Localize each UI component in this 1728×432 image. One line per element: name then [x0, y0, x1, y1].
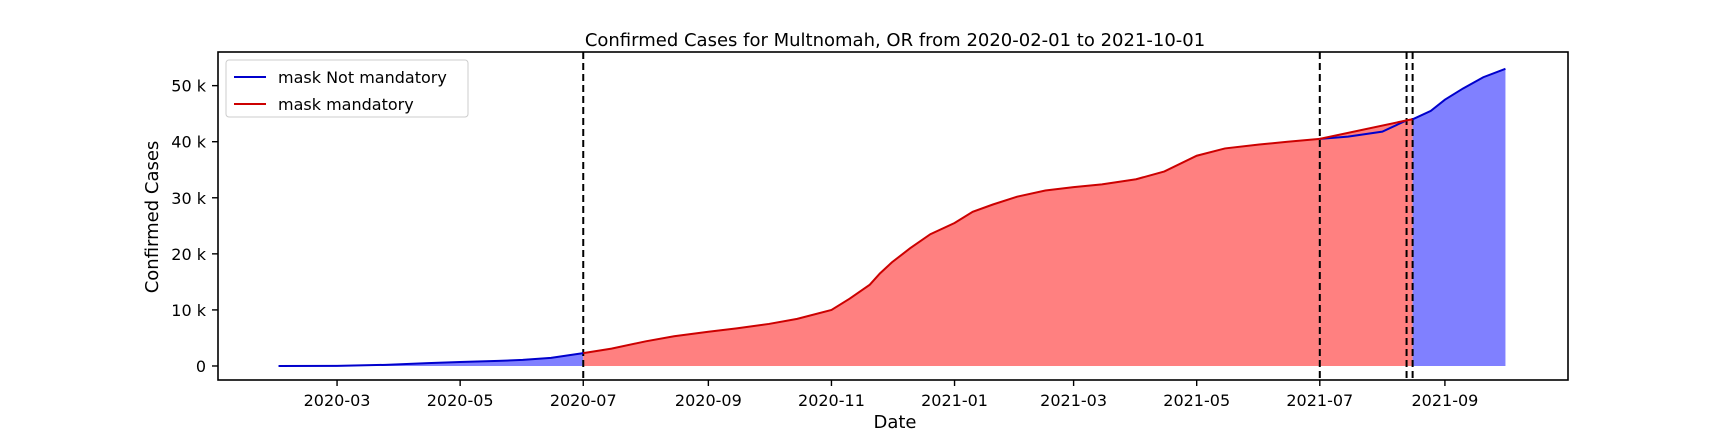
x-tick-label-1: 2020-05	[427, 391, 494, 410]
x-tick-label-7: 2021-05	[1163, 391, 1230, 410]
y-tick-label-3: 30 k	[171, 189, 206, 208]
area-fill-4	[1412, 68, 1506, 366]
y-tick-label-4: 40 k	[171, 133, 206, 152]
x-tick-label-4: 2020-11	[798, 391, 865, 410]
y-tick-label-5: 50 k	[171, 77, 206, 96]
x-tick-label-5: 2021-01	[921, 391, 988, 410]
area-fills	[278, 68, 1506, 366]
y-axis-label: Confirmed Cases	[142, 141, 163, 294]
series-line-1	[583, 137, 1320, 355]
x-tick-label-9: 2021-09	[1411, 391, 1478, 410]
y-tick-label-2: 20 k	[171, 245, 206, 264]
area-fill-0	[278, 353, 584, 366]
x-tick-label-6: 2021-03	[1040, 391, 1107, 410]
area-fill-1	[583, 138, 1320, 366]
series-line-3	[1319, 118, 1413, 140]
y-tick-label-1: 10 k	[171, 301, 206, 320]
series-line-4	[1412, 67, 1506, 121]
series-line-0	[278, 352, 584, 367]
x-tick-label-3: 2020-09	[675, 391, 742, 410]
y-tick-label-0: 0	[196, 357, 206, 376]
x-tick-label-2: 2020-07	[550, 391, 617, 410]
chart-title: Confirmed Cases for Multnomah, OR from 2…	[585, 30, 1205, 51]
x-axis-ticks: 2020-03 2020-05 2020-07 2020-09 2020-11 2021-…	[304, 380, 1478, 410]
legend-label-0: mask Not mandatory	[278, 68, 447, 87]
series-lines	[278, 67, 1506, 367]
legend-box	[225, 59, 469, 118]
x-axis-label: Date	[873, 412, 916, 432]
x-tick-label-8: 2021-07	[1286, 391, 1353, 410]
x-tick-label-0: 2020-03	[304, 391, 371, 410]
legend-label-1: mask mandatory	[278, 95, 414, 114]
area-fill-3	[1319, 119, 1413, 366]
series-line-2	[1319, 119, 1407, 140]
y-axis-ticks: 0 10 k 20 k 30 k 40 k 50 k	[171, 77, 218, 376]
legend: mask Not mandatory mask mandatory	[225, 59, 469, 118]
plot-frame	[217, 51, 1569, 381]
